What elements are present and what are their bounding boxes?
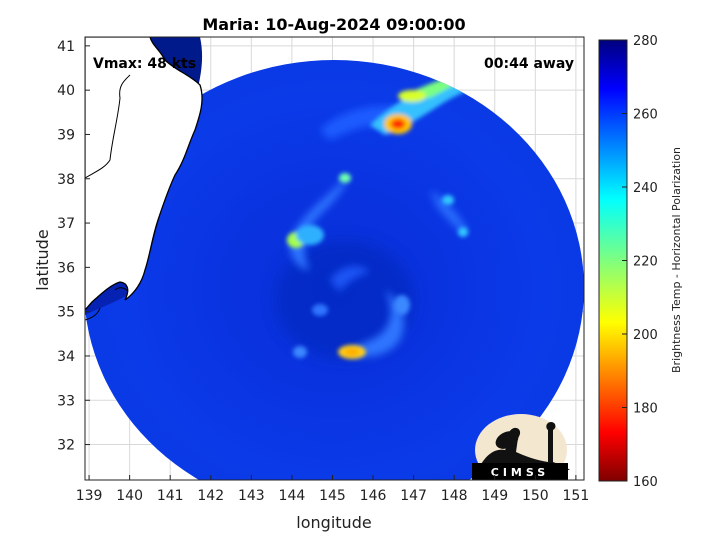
coastline-small-islands	[85, 287, 129, 321]
x-tick-label: 148	[441, 488, 468, 504]
y-tick-label: 34	[57, 349, 75, 365]
x-tick-label: 140	[116, 488, 143, 504]
x-tick-label: 146	[360, 488, 387, 504]
x-tick-label: 142	[197, 488, 224, 504]
colorbar-tick-label: 180	[633, 402, 658, 417]
band-spiral-south	[349, 290, 405, 357]
colorbar-tick-label: 220	[633, 255, 658, 270]
cell-south-2	[312, 304, 328, 316]
cell-northeast-red	[391, 119, 405, 129]
colorbar-ticks: 160 180 200 220 240 260 280	[622, 34, 658, 490]
time-away-label: 00:44 away	[484, 56, 574, 72]
chart-title: Maria: 10-Aug-2024 09:00:00	[202, 15, 465, 34]
band-inner-ring	[330, 266, 370, 292]
x-tick-label: 147	[400, 488, 427, 504]
cell-west-cyan	[296, 225, 324, 245]
y-axis-label: latitude	[33, 229, 52, 290]
colorbar-label: Brightness Temp - Horizontal Polarizatio…	[670, 147, 683, 373]
colorbar-tick-label: 240	[633, 181, 658, 196]
x-tick-label: 145	[319, 488, 346, 504]
cell-east-2	[458, 227, 468, 237]
x-axis-label: longitude	[296, 513, 371, 532]
band-spiral-west	[289, 178, 346, 270]
y-tick-label: 39	[57, 127, 75, 143]
y-tick-label: 38	[57, 172, 75, 188]
vmax-label: Vmax: 48 kts	[93, 56, 196, 72]
y-tick-label: 35	[57, 305, 75, 321]
colorbar-tick-label: 280	[633, 34, 658, 49]
y-axis-ticks: 32 33 34 35 36 37 38 39 40 41	[57, 39, 90, 454]
colorbar-tick-label: 200	[633, 328, 658, 343]
axes-border	[84, 36, 585, 481]
x-tick-label: 139	[76, 488, 103, 504]
x-tick-label: 144	[279, 488, 306, 504]
y-tick-label: 41	[57, 39, 75, 55]
cell-northeast-yellow	[398, 90, 426, 102]
band-east	[430, 190, 468, 233]
cell-east-1	[442, 195, 454, 205]
x-tick-label: 141	[157, 488, 184, 504]
cell-southeast	[394, 295, 410, 315]
colorbar-tick-label: 260	[633, 108, 658, 123]
logo-text: CIMSS	[491, 466, 549, 479]
x-tick-label: 149	[481, 488, 508, 504]
y-tick-label: 36	[57, 260, 75, 276]
logo-dish	[495, 431, 519, 449]
logo-banner	[472, 463, 568, 480]
colorbar-tick-label: 160	[633, 475, 658, 490]
x-tick-label: 143	[238, 488, 265, 504]
cimss-logo: CIMSS	[472, 414, 570, 480]
cell-north-spiral	[339, 173, 351, 183]
cell-south-core	[344, 348, 360, 356]
land-japan	[85, 37, 203, 311]
x-axis-ticks: 139 140 141 142 143 144 145 146 147 148 149 150 151	[76, 475, 590, 504]
logo-silhouette	[478, 422, 570, 470]
x-tick-label: 150	[522, 488, 549, 504]
y-tick-label: 40	[57, 83, 75, 99]
x-tick-label: 151	[563, 488, 590, 504]
coastline-inland	[85, 74, 131, 179]
y-tick-label: 32	[57, 438, 75, 454]
cell-southwest	[293, 346, 307, 358]
y-tick-label: 33	[57, 393, 75, 409]
y-tick-label: 37	[57, 216, 75, 232]
